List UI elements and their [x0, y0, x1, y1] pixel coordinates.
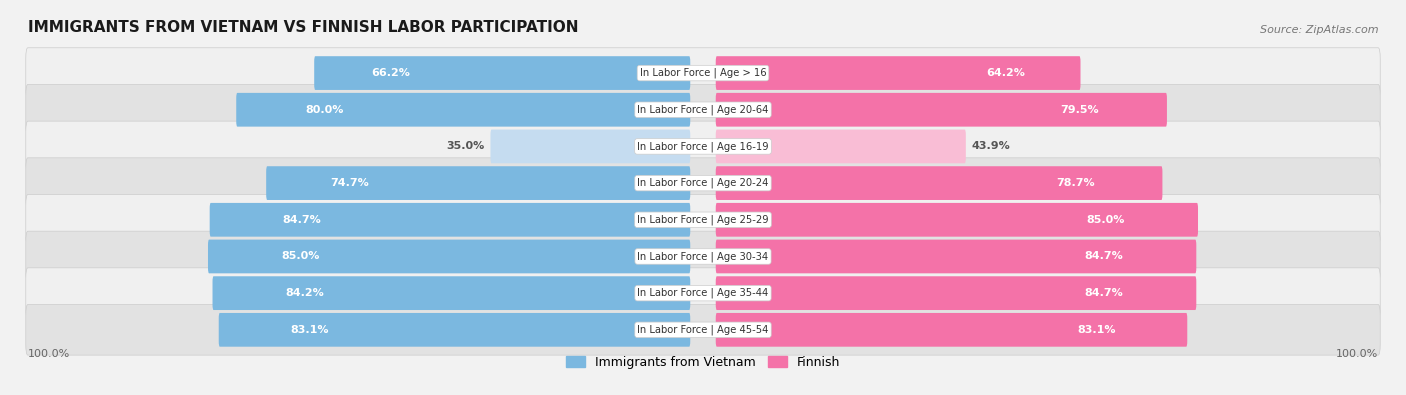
- FancyBboxPatch shape: [25, 231, 1381, 282]
- Text: 83.1%: 83.1%: [290, 325, 329, 335]
- Text: In Labor Force | Age 20-24: In Labor Force | Age 20-24: [637, 178, 769, 188]
- FancyBboxPatch shape: [25, 305, 1381, 355]
- FancyBboxPatch shape: [209, 203, 690, 237]
- Text: 100.0%: 100.0%: [28, 349, 70, 359]
- FancyBboxPatch shape: [212, 276, 690, 310]
- Text: 78.7%: 78.7%: [1056, 178, 1095, 188]
- Text: In Labor Force | Age 20-64: In Labor Force | Age 20-64: [637, 105, 769, 115]
- FancyBboxPatch shape: [25, 121, 1381, 172]
- Text: 100.0%: 100.0%: [1336, 349, 1378, 359]
- FancyBboxPatch shape: [25, 158, 1381, 209]
- FancyBboxPatch shape: [266, 166, 690, 200]
- Text: 80.0%: 80.0%: [305, 105, 343, 115]
- FancyBboxPatch shape: [25, 268, 1381, 318]
- Text: 85.0%: 85.0%: [281, 252, 319, 261]
- Text: 84.7%: 84.7%: [283, 215, 321, 225]
- Text: IMMIGRANTS FROM VIETNAM VS FINNISH LABOR PARTICIPATION: IMMIGRANTS FROM VIETNAM VS FINNISH LABOR…: [28, 20, 578, 34]
- Text: Source: ZipAtlas.com: Source: ZipAtlas.com: [1260, 24, 1378, 34]
- FancyBboxPatch shape: [25, 194, 1381, 245]
- FancyBboxPatch shape: [716, 56, 1080, 90]
- Text: 83.1%: 83.1%: [1077, 325, 1116, 335]
- Text: In Labor Force | Age 35-44: In Labor Force | Age 35-44: [637, 288, 769, 298]
- Text: In Labor Force | Age 25-29: In Labor Force | Age 25-29: [637, 214, 769, 225]
- FancyBboxPatch shape: [208, 240, 690, 273]
- FancyBboxPatch shape: [716, 203, 1198, 237]
- FancyBboxPatch shape: [716, 313, 1187, 347]
- FancyBboxPatch shape: [314, 56, 690, 90]
- Text: 64.2%: 64.2%: [986, 68, 1025, 78]
- FancyBboxPatch shape: [716, 240, 1197, 273]
- FancyBboxPatch shape: [716, 93, 1167, 127]
- Text: 74.7%: 74.7%: [330, 178, 370, 188]
- FancyBboxPatch shape: [219, 313, 690, 347]
- FancyBboxPatch shape: [491, 130, 690, 163]
- Text: In Labor Force | Age 16-19: In Labor Force | Age 16-19: [637, 141, 769, 152]
- Text: 66.2%: 66.2%: [371, 68, 411, 78]
- Text: In Labor Force | Age 45-54: In Labor Force | Age 45-54: [637, 325, 769, 335]
- Text: 35.0%: 35.0%: [446, 141, 485, 151]
- Text: 43.9%: 43.9%: [972, 141, 1011, 151]
- Legend: Immigrants from Vietnam, Finnish: Immigrants from Vietnam, Finnish: [561, 351, 845, 374]
- Text: 84.7%: 84.7%: [1085, 288, 1123, 298]
- Text: 79.5%: 79.5%: [1060, 105, 1098, 115]
- FancyBboxPatch shape: [236, 93, 690, 127]
- FancyBboxPatch shape: [716, 166, 1163, 200]
- FancyBboxPatch shape: [716, 276, 1197, 310]
- Text: 84.2%: 84.2%: [285, 288, 323, 298]
- Text: In Labor Force | Age 30-34: In Labor Force | Age 30-34: [637, 251, 769, 262]
- FancyBboxPatch shape: [25, 48, 1381, 98]
- Text: 85.0%: 85.0%: [1087, 215, 1125, 225]
- Text: In Labor Force | Age > 16: In Labor Force | Age > 16: [640, 68, 766, 78]
- FancyBboxPatch shape: [716, 130, 966, 163]
- FancyBboxPatch shape: [25, 85, 1381, 135]
- Text: 84.7%: 84.7%: [1085, 252, 1123, 261]
